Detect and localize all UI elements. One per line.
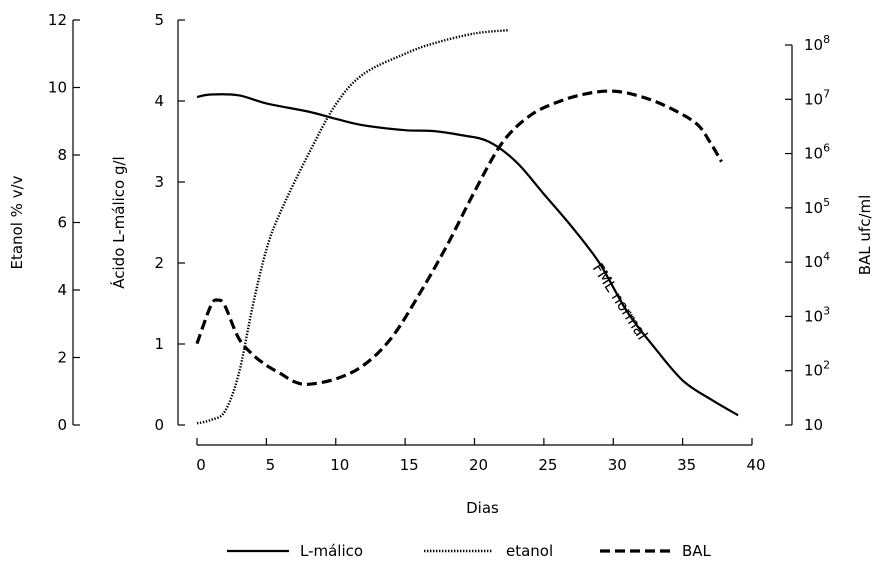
etanol-tick-label: 2 bbox=[57, 349, 67, 367]
bal-tick-label: 104 bbox=[804, 250, 830, 271]
bal-axis-title: BAL ufc/ml bbox=[856, 195, 874, 276]
x-tick-label: 15 bbox=[400, 456, 419, 474]
fml-normal-annotation: FML normal bbox=[589, 260, 652, 343]
x-tick-label: 35 bbox=[677, 456, 696, 474]
x-axis-title: Dias bbox=[466, 499, 499, 517]
x-tick-label: 25 bbox=[538, 456, 557, 474]
bal-tick-label: 103 bbox=[804, 304, 830, 325]
etanol-tick-label: 10 bbox=[48, 79, 67, 97]
etanol-axis-title: Etanol % v/v bbox=[8, 175, 26, 269]
legend-label: BAL bbox=[682, 542, 712, 560]
series-line-dotted bbox=[196, 28, 510, 425]
etanol-tick-label: 8 bbox=[57, 146, 67, 164]
x-tick-label: 30 bbox=[608, 456, 627, 474]
etanol-tick-label: 0 bbox=[57, 416, 67, 434]
malico-tick-label: 3 bbox=[154, 173, 164, 191]
bal-tick-label: 107 bbox=[804, 87, 830, 108]
x-tick-label: 20 bbox=[469, 456, 488, 474]
malico-tick-label: 0 bbox=[154, 416, 164, 434]
x-tick-label: 5 bbox=[266, 456, 276, 474]
x-tick-label: 10 bbox=[330, 456, 349, 474]
etanol-tick-label: 12 bbox=[48, 11, 67, 29]
series-line-dashed bbox=[195, 89, 723, 386]
x-tick-label: 0 bbox=[196, 456, 206, 474]
legend-label: etanol bbox=[506, 542, 553, 560]
etanol-tick-label: 4 bbox=[57, 281, 67, 299]
legend-label: L-málico bbox=[300, 542, 363, 560]
malico-tick-label: 1 bbox=[154, 335, 164, 353]
series-line-solid bbox=[196, 93, 739, 417]
bal-tick-label: 105 bbox=[804, 196, 830, 217]
bal-tick-label: 108 bbox=[804, 33, 830, 54]
etanol-tick-label: 6 bbox=[57, 214, 67, 232]
malico-tick-label: 5 bbox=[154, 11, 164, 29]
bal-tick-label: 10 bbox=[804, 416, 823, 434]
malico-tick-label: 4 bbox=[154, 92, 164, 110]
bal-tick-label: 106 bbox=[804, 142, 830, 163]
bal-tick-label: 102 bbox=[804, 359, 830, 380]
malico-tick-label: 2 bbox=[154, 254, 164, 272]
series-layer bbox=[195, 28, 739, 425]
legend: L-málico etanol BAL bbox=[227, 542, 712, 560]
malico-axis-title: Ácido L-málico g/l bbox=[109, 156, 128, 288]
x-tick-label: 40 bbox=[746, 456, 765, 474]
